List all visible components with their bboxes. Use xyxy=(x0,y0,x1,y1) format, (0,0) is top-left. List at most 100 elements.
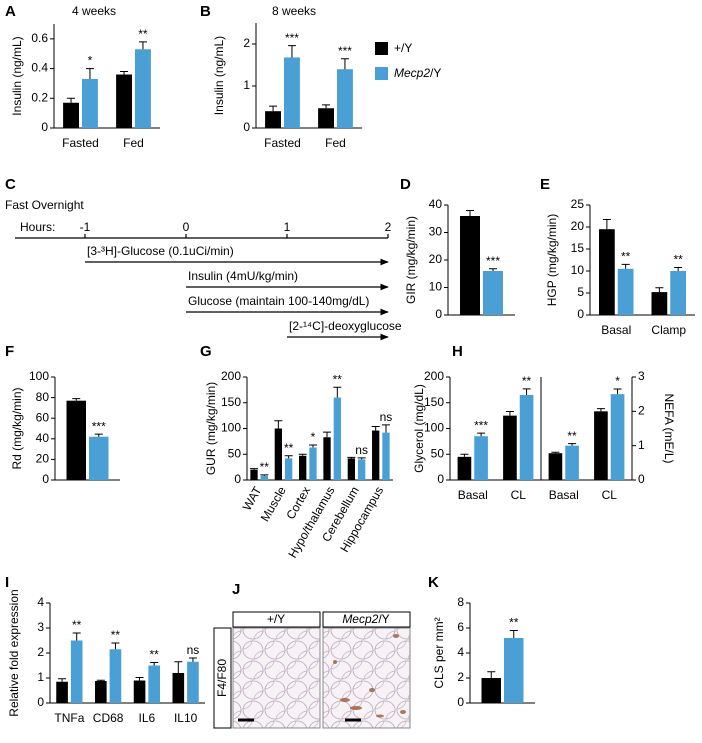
bar xyxy=(504,638,524,703)
y-tick-label: 0 xyxy=(577,307,584,321)
error-bar xyxy=(487,671,496,678)
bar xyxy=(187,661,199,703)
infusion-label: [2-¹⁴C]-deoxyglucose xyxy=(289,319,402,333)
y-tick-label: 40 xyxy=(429,197,443,211)
y-tick-label: 100 xyxy=(221,421,241,435)
y-tick-label: 0.4 xyxy=(31,61,48,75)
y-tick-label: 2 xyxy=(37,645,44,659)
error-bar xyxy=(188,657,197,662)
error-bar xyxy=(138,41,147,50)
bar xyxy=(274,428,282,480)
x-tick-label: IL6 xyxy=(139,711,156,725)
error-bar xyxy=(135,677,144,681)
bar xyxy=(309,447,317,480)
hour-label: 0 xyxy=(183,220,190,234)
y-tick-label: 200 xyxy=(221,369,241,383)
error-bar xyxy=(568,443,577,446)
hour-label: 1 xyxy=(284,220,291,234)
hour-label: -1 xyxy=(80,220,91,234)
bar xyxy=(337,69,353,128)
bar xyxy=(284,57,300,128)
y-tick-label: 150 xyxy=(221,395,241,409)
bar xyxy=(599,229,615,315)
group-header xyxy=(232,611,321,628)
bar xyxy=(474,436,488,480)
bar xyxy=(63,102,79,128)
group-label: Mecp2/Y xyxy=(342,612,389,626)
error-bar xyxy=(602,219,611,230)
error-bar xyxy=(477,432,486,437)
y2-tick-label: 0 xyxy=(638,472,645,486)
bar xyxy=(610,394,625,480)
x-tick-label: Basal xyxy=(458,488,488,502)
infusion-label: Glucose (maintain 100-140mg/dL) xyxy=(188,294,369,308)
y-tick-label: 3 xyxy=(37,620,44,634)
chart-title: 8 weeks xyxy=(272,4,316,18)
significance: ** xyxy=(621,250,631,264)
y-axis-label: GIR (mg/kg/min) xyxy=(404,216,418,304)
bar xyxy=(109,649,122,703)
panel-letter: G xyxy=(200,343,212,360)
y-tick-label: 0 xyxy=(457,695,464,709)
x-tick-label: Clamp xyxy=(651,323,686,337)
bar xyxy=(70,640,83,703)
error-bar xyxy=(250,468,259,470)
y2-axis-label: NEFA (mE/L) xyxy=(662,393,676,463)
significance: ns xyxy=(187,643,200,657)
bar xyxy=(285,458,293,480)
y-tick-label: 0 xyxy=(42,472,49,486)
error-bar xyxy=(357,457,366,460)
significance: * xyxy=(88,54,93,68)
error-bar xyxy=(72,398,81,401)
error-bar xyxy=(323,431,332,438)
panel-letter: K xyxy=(428,574,439,591)
bar xyxy=(594,411,608,480)
y-tick-label: 150 xyxy=(424,395,444,409)
y-tick-label: 1 xyxy=(243,78,250,92)
bar xyxy=(670,271,686,315)
y-tick-label: 0 xyxy=(437,472,444,486)
error-bar xyxy=(96,679,105,681)
y-tick-label: 25 xyxy=(571,197,585,211)
error-bar xyxy=(85,68,94,79)
y-tick-label: 0 xyxy=(435,307,442,321)
bar xyxy=(503,415,517,480)
bar xyxy=(95,681,107,703)
y-tick-label: 10 xyxy=(429,280,443,294)
error-bar xyxy=(269,105,278,112)
error-bar xyxy=(72,632,81,641)
y-axis-label: CLS per mm² xyxy=(432,617,446,688)
panel-letter: F xyxy=(5,343,14,360)
panel-letter: E xyxy=(540,176,550,193)
significance: ** xyxy=(333,372,343,386)
error-bar xyxy=(260,474,269,476)
panel-letter: J xyxy=(232,581,240,598)
bar xyxy=(133,680,146,703)
error-bar xyxy=(674,266,683,271)
error-bar xyxy=(509,630,518,638)
significance: ** xyxy=(260,460,270,474)
panel-letter: A xyxy=(5,3,16,20)
bar xyxy=(347,458,355,480)
bar xyxy=(457,456,472,480)
significance: *** xyxy=(285,31,299,45)
significance: ns xyxy=(355,443,368,457)
error-bar xyxy=(284,455,293,459)
error-bar xyxy=(58,678,67,682)
bar xyxy=(323,437,331,480)
error-bar xyxy=(596,408,605,412)
error-bar xyxy=(505,411,514,416)
significance: ** xyxy=(72,618,82,632)
bar xyxy=(89,436,109,480)
y-tick-label: 10 xyxy=(571,263,585,277)
panel-letter: B xyxy=(200,3,211,20)
bar xyxy=(56,681,68,703)
y-axis-label: GUR (mg/kg/min) xyxy=(204,382,218,475)
error-bar xyxy=(522,388,531,396)
error-bar xyxy=(621,263,630,269)
histology-image xyxy=(322,627,411,729)
error-bar xyxy=(333,386,342,398)
y-tick-label: 60 xyxy=(36,410,50,424)
y-tick-label: 0.6 xyxy=(31,31,48,45)
